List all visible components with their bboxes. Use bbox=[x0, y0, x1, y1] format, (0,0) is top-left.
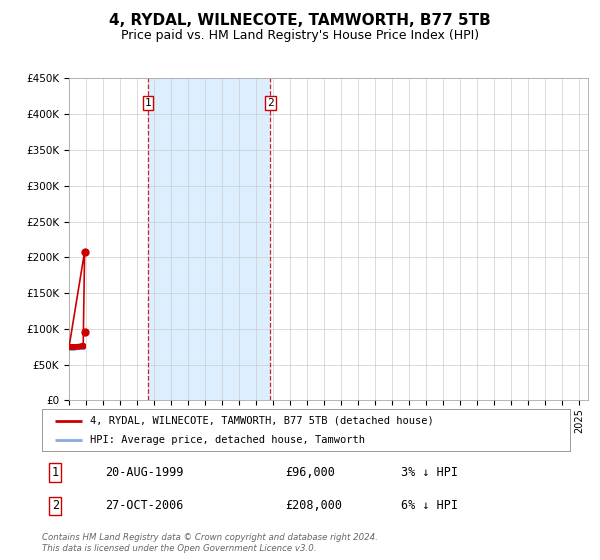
Text: 3% ↓ HPI: 3% ↓ HPI bbox=[401, 466, 458, 479]
Text: 4, RYDAL, WILNECOTE, TAMWORTH, B77 5TB (detached house): 4, RYDAL, WILNECOTE, TAMWORTH, B77 5TB (… bbox=[89, 416, 433, 426]
Text: £96,000: £96,000 bbox=[285, 466, 335, 479]
Text: 1: 1 bbox=[52, 466, 59, 479]
Text: 1: 1 bbox=[145, 99, 151, 109]
Text: 20-AUG-1999: 20-AUG-1999 bbox=[106, 466, 184, 479]
Text: Price paid vs. HM Land Registry's House Price Index (HPI): Price paid vs. HM Land Registry's House … bbox=[121, 29, 479, 42]
Text: 2: 2 bbox=[52, 500, 59, 512]
Text: 6% ↓ HPI: 6% ↓ HPI bbox=[401, 500, 458, 512]
Bar bbox=[148, 78, 271, 400]
Text: £208,000: £208,000 bbox=[285, 500, 342, 512]
Text: 4, RYDAL, WILNECOTE, TAMWORTH, B77 5TB: 4, RYDAL, WILNECOTE, TAMWORTH, B77 5TB bbox=[109, 13, 491, 28]
Text: Contains HM Land Registry data © Crown copyright and database right 2024.
This d: Contains HM Land Registry data © Crown c… bbox=[42, 533, 378, 553]
Text: 27-OCT-2006: 27-OCT-2006 bbox=[106, 500, 184, 512]
Text: HPI: Average price, detached house, Tamworth: HPI: Average price, detached house, Tamw… bbox=[89, 435, 365, 445]
Text: 2: 2 bbox=[267, 99, 274, 109]
